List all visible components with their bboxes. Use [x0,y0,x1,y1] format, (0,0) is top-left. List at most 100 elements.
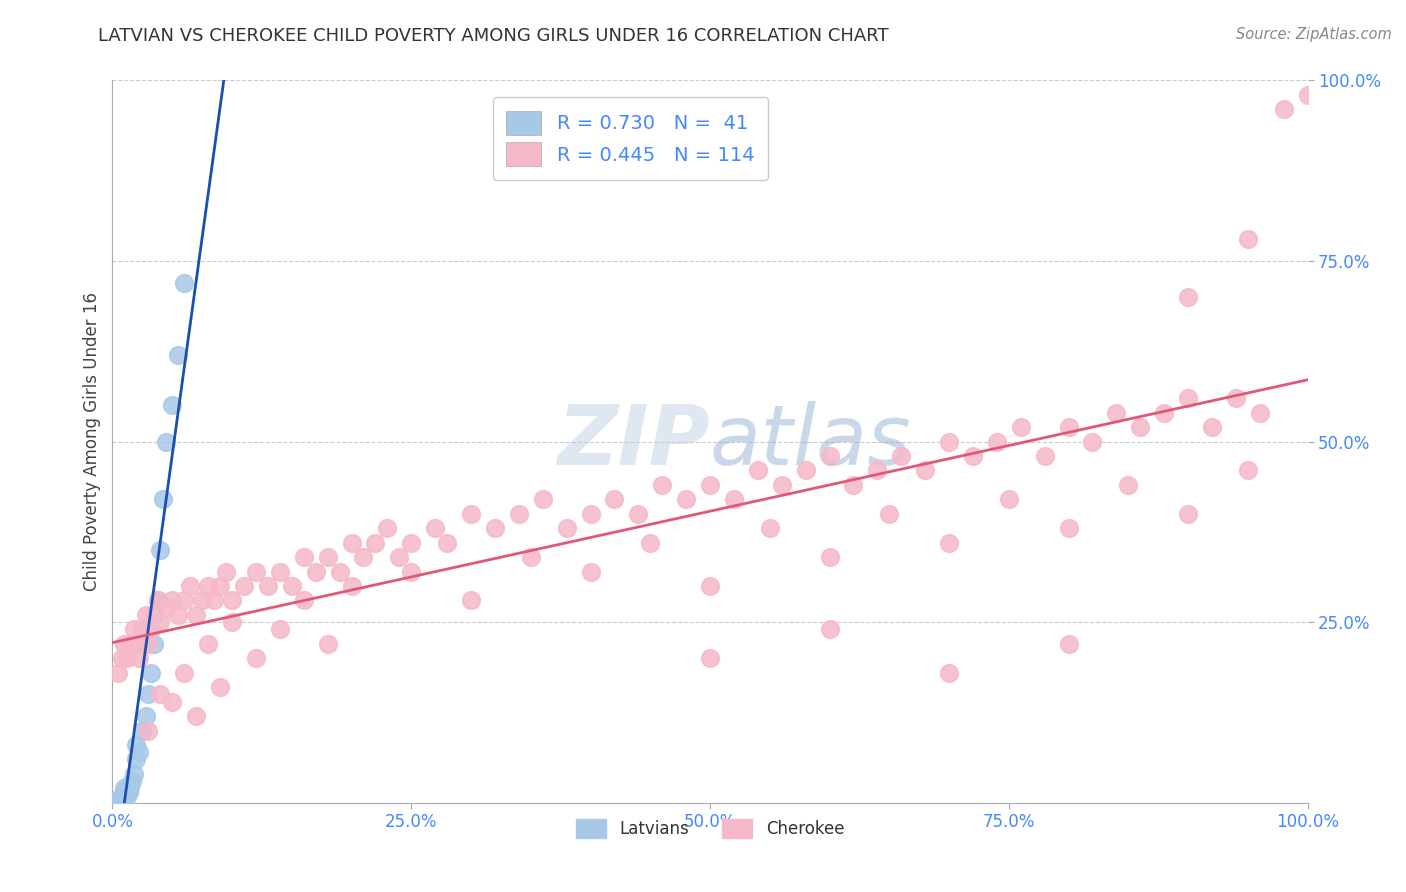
Point [794,463,817,477]
Point [269,623,291,637]
Point [245,651,267,665]
Point [1237,463,1260,477]
Point [579,565,602,579]
Point [1153,406,1175,420]
Text: LATVIAN VS CHEROKEE CHILD POVERTY AMONG GIRLS UNDER 16 CORRELATION CHART: LATVIAN VS CHEROKEE CHILD POVERTY AMONG … [98,27,889,45]
Point [938,434,960,449]
Point [305,565,328,579]
Point [107,796,129,810]
Point [221,615,243,630]
Point [135,709,157,723]
Point [114,637,135,651]
Point [152,492,174,507]
Point [675,492,697,507]
Point [938,535,960,549]
Point [112,792,135,806]
Point [149,687,172,701]
Point [938,665,960,680]
Point [114,781,135,796]
Point [1033,449,1056,463]
Point [818,623,841,637]
Point [520,550,543,565]
Point [112,796,135,810]
Point [1081,434,1104,449]
Point [1129,420,1152,434]
Point [233,579,256,593]
Point [1010,420,1032,434]
Point [770,478,793,492]
Point [162,695,183,709]
Point [340,579,363,593]
Point [215,565,238,579]
Point [143,637,166,651]
Point [179,579,201,593]
Point [186,607,208,622]
Point [114,796,135,810]
Point [115,789,138,803]
Point [842,478,865,492]
Point [121,774,143,789]
Point [162,593,183,607]
Point [1201,420,1223,434]
Point [115,651,138,665]
Point [377,521,399,535]
Point [329,565,352,579]
Point [167,607,190,622]
Point [699,651,721,665]
Point [699,579,721,593]
Point [131,623,153,637]
Point [1118,478,1140,492]
Point [138,723,160,738]
Point [388,550,411,565]
Point [460,593,482,607]
Point [1272,102,1295,116]
Point [111,792,134,806]
Point [162,398,183,412]
Point [120,637,142,651]
Point [118,785,141,799]
Point [114,796,135,810]
Point [114,792,135,806]
Point [167,348,190,362]
Point [1177,507,1199,521]
Point [128,745,150,759]
Point [245,565,267,579]
Point [1237,232,1260,246]
Point [128,651,150,665]
Point [107,796,129,810]
Point [879,507,901,521]
Point [1296,87,1319,102]
Point [651,478,673,492]
Point [292,593,315,607]
Point [139,665,162,680]
Point [257,579,280,593]
Point [173,593,195,607]
Point [484,521,506,535]
Point [603,492,626,507]
Point [110,796,132,810]
Legend: Latvians, Cherokee: Latvians, Cherokee [569,813,851,845]
Point [107,796,129,810]
Point [998,492,1021,507]
Point [107,792,129,806]
Point [186,709,208,723]
Point [209,579,232,593]
Point [114,789,135,803]
Point [139,623,162,637]
Point [723,492,745,507]
Point [111,796,134,810]
Point [146,593,169,607]
Point [125,752,148,766]
Point [986,434,1008,449]
Point [122,623,145,637]
Point [759,521,782,535]
Point [269,565,291,579]
Text: ZIP: ZIP [557,401,710,482]
Point [221,593,243,607]
Point [352,550,374,565]
Point [1249,406,1271,420]
Point [138,687,160,701]
Point [425,521,447,535]
Point [155,600,177,615]
Point [107,796,129,810]
